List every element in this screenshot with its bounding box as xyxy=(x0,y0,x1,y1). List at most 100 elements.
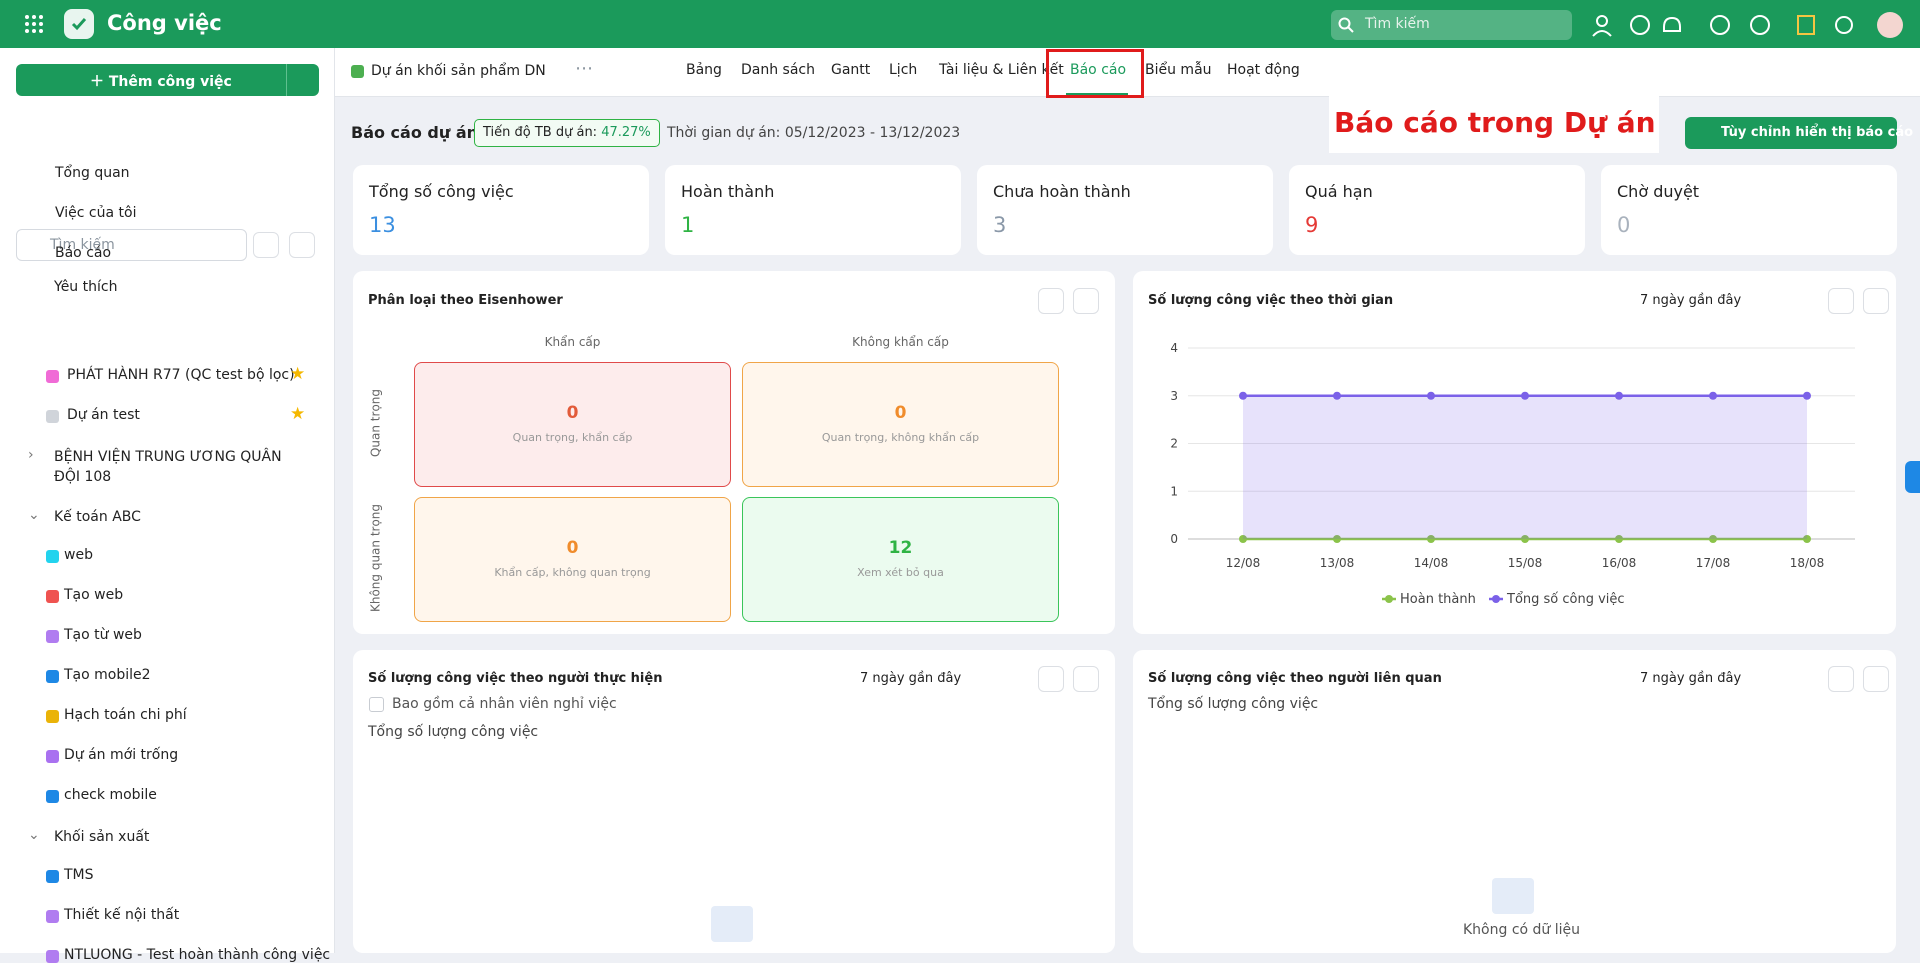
star-icon: ★ xyxy=(290,404,306,424)
stat-value: 0 xyxy=(1617,213,1631,237)
panel-title: Số lượng công việc theo người liên quan xyxy=(1148,671,1442,686)
tab[interactable]: Biểu mẫu xyxy=(1145,62,1212,78)
apps-icon[interactable] xyxy=(24,14,44,34)
project-color xyxy=(46,410,59,423)
sidebar-search[interactable] xyxy=(16,229,247,261)
x-tick-label: 17/08 xyxy=(1696,556,1731,570)
quadrant-label: Quan trọng, khẩn cấp xyxy=(512,431,633,444)
period-filter[interactable]: 7 ngày gần đây xyxy=(1640,293,1742,308)
quadrant: 12 Xem xét bỏ qua xyxy=(742,497,1059,622)
annotation-box xyxy=(1329,96,1659,153)
project-item[interactable]: Thiết kế nội thất xyxy=(64,907,180,923)
stat-value: 9 xyxy=(1305,213,1319,237)
more-icon[interactable]: ⋯ xyxy=(575,58,593,79)
project-item[interactable]: Tạo từ web xyxy=(64,627,142,643)
caret-icon: ⌄ xyxy=(28,507,40,523)
group-item[interactable]: Khối sản xuất xyxy=(54,829,150,845)
header-icons[interactable] xyxy=(1590,12,1910,38)
checkbox[interactable] xyxy=(369,697,384,712)
tab[interactable]: Gantt xyxy=(831,62,871,78)
stat-value: 13 xyxy=(369,213,396,237)
panel-title: Số lượng công việc theo thời gian xyxy=(1148,293,1394,308)
customize-button[interactable]: Tùy chỉnh hiển thị báo cáo xyxy=(1685,117,1913,149)
filter-button[interactable] xyxy=(289,232,315,258)
tab[interactable]: Tài liệu & Liên kết xyxy=(939,62,1064,78)
point xyxy=(1615,535,1623,543)
search-box[interactable] xyxy=(1331,10,1572,40)
related-panel: Số lượng công việc theo người liên quan … xyxy=(1133,650,1896,953)
project-item[interactable]: web xyxy=(64,547,93,563)
x-tick-label: 12/08 xyxy=(1226,556,1261,570)
project-item[interactable]: check mobile xyxy=(64,787,157,803)
export-button[interactable] xyxy=(1038,666,1064,692)
stat-value: 1 xyxy=(681,213,695,237)
quadrant-count: 0 xyxy=(566,403,579,423)
app-logo-check xyxy=(71,18,87,31)
sort-button[interactable] xyxy=(253,232,279,258)
export-button[interactable] xyxy=(1828,666,1854,692)
project-name[interactable]: Dự án khối sản phẩm DN xyxy=(371,63,546,79)
caret-icon: › xyxy=(28,447,34,463)
expand-button[interactable] xyxy=(1073,666,1099,692)
expand-button[interactable] xyxy=(1863,666,1889,692)
project-item[interactable]: Tạo web xyxy=(64,587,124,603)
nav-item[interactable]: Báo cáo xyxy=(55,245,112,261)
tab-active[interactable]: Báo cáo xyxy=(1070,62,1127,78)
nav-item[interactable]: Tổng quan xyxy=(55,165,130,181)
export-button[interactable] xyxy=(1828,288,1854,314)
tab[interactable]: Hoạt động xyxy=(1227,62,1300,78)
tab[interactable]: Lịch xyxy=(889,62,918,78)
progress-badge: Tiến độ TB dự án: 47.27% xyxy=(474,119,660,147)
app-title: Công việc xyxy=(107,11,222,35)
point xyxy=(1521,391,1529,400)
highlight-box xyxy=(1046,49,1144,98)
eisenhower-panel: Phân loại theo Eisenhower Khẩn cấp Không … xyxy=(353,271,1115,634)
stat-label: Tổng số công việc xyxy=(369,182,514,201)
nav-item[interactable]: Việc của tôi xyxy=(55,205,137,221)
checkbox-label: Bao gồm cả nhân viên nghỉ việc xyxy=(392,696,617,712)
quadrant: 0 Quan trọng, khẩn cấp xyxy=(414,362,731,487)
button-divider xyxy=(286,64,287,96)
metric-select[interactable]: Tổng số lượng công việc xyxy=(368,724,539,740)
period-filter[interactable]: 7 ngày gần đây xyxy=(860,671,962,686)
stat-label: Chờ duyệt xyxy=(1617,182,1700,201)
group-item[interactable]: BỆNH VIỆN TRUNG ƯƠNG QUÂN ĐỘI 108 xyxy=(54,449,282,485)
period-filter[interactable]: 7 ngày gần đây xyxy=(1640,671,1742,686)
tab[interactable]: Danh sách xyxy=(741,62,815,78)
project-color xyxy=(46,630,59,643)
empty-illustration xyxy=(711,906,753,942)
side-toggle[interactable] xyxy=(1905,461,1920,493)
project-item[interactable]: NTLUONG - Test hoàn thành công việc xyxy=(64,947,331,963)
assignee-panel: Số lượng công việc theo người thực hiện … xyxy=(353,650,1115,953)
tab-underline xyxy=(1066,93,1128,96)
metric-select[interactable]: Tổng số lượng công việc xyxy=(1148,696,1319,712)
y-tick-label: 4 xyxy=(1170,341,1178,355)
group-item[interactable]: Kế toán ABC xyxy=(54,509,141,525)
stat-label: Quá hạn xyxy=(1305,182,1373,201)
project-item[interactable]: Tạo mobile2 xyxy=(64,667,151,683)
x-tick-label: 16/08 xyxy=(1602,556,1637,570)
project-item[interactable]: Hạch toán chi phí xyxy=(64,707,187,723)
export-button[interactable] xyxy=(1038,288,1064,314)
star-icon: ★ xyxy=(290,364,306,384)
expand-button[interactable] xyxy=(1073,288,1099,314)
point xyxy=(1333,535,1341,543)
row-header: Quan trọng xyxy=(368,388,383,458)
quadrant: 0 Khẩn cấp, không quan trọng xyxy=(414,497,731,622)
project-item[interactable]: Dự án mới trống xyxy=(64,747,179,763)
favorite-item[interactable]: PHÁT HÀNH R77 (QC test bộ lọc) xyxy=(67,367,295,383)
point xyxy=(1709,535,1717,543)
project-item[interactable]: TMS xyxy=(64,867,94,883)
add-task-button[interactable] xyxy=(16,64,319,96)
legend-dot xyxy=(1492,595,1500,603)
quadrant-label: Khẩn cấp, không quan trọng xyxy=(494,566,651,579)
stat-value: 3 xyxy=(993,213,1007,237)
expand-button[interactable] xyxy=(1863,288,1889,314)
y-tick-label: 3 xyxy=(1170,389,1178,403)
favorite-item[interactable]: Dự án test xyxy=(67,407,140,423)
tab[interactable]: Bảng xyxy=(686,62,722,78)
area xyxy=(1243,395,1807,539)
sidebar: ＋ Thêm công việc Tìm kiếm Yêu thích Tổng… xyxy=(0,48,335,963)
empty-illustration xyxy=(1492,878,1534,914)
